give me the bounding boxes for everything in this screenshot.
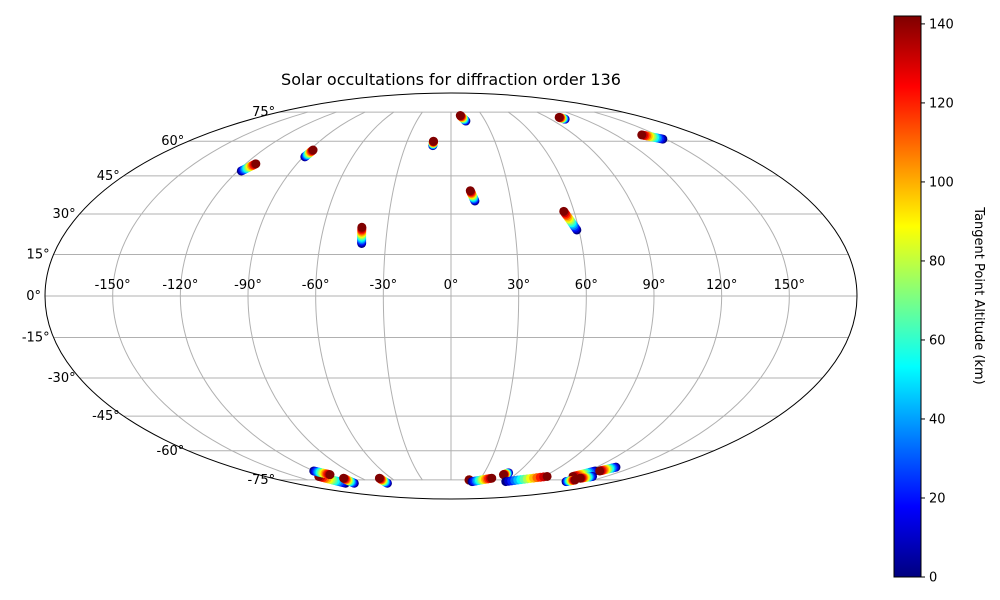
longitude-tick-label: -150° xyxy=(95,278,131,293)
occultation-point xyxy=(498,470,508,480)
latitude-tick-label: -75° xyxy=(247,473,275,488)
graticule xyxy=(45,111,857,481)
latitude-tick-label: -30° xyxy=(48,371,76,386)
occultation-point xyxy=(325,470,335,480)
longitude-tick-label: 150° xyxy=(774,278,805,293)
longitude-gridline xyxy=(247,111,366,481)
occultation-point xyxy=(595,466,605,476)
occultation-point xyxy=(308,145,318,155)
longitude-gridline xyxy=(507,111,587,481)
longitude-tick-label: -120° xyxy=(162,278,198,293)
colorbar-tick-label: 120 xyxy=(929,96,954,111)
occultation-point xyxy=(465,186,475,196)
longitude-gridline xyxy=(594,111,790,481)
occultation-point xyxy=(339,473,349,483)
occultation-point xyxy=(575,473,585,483)
longitude-tick-label: 0° xyxy=(444,278,459,293)
occultation-point xyxy=(428,136,438,146)
longitude-tick-label: 60° xyxy=(575,278,598,293)
longitude-gridline xyxy=(565,111,723,481)
latitude-tick-label: 30° xyxy=(53,207,76,222)
longitude-gridline xyxy=(536,111,655,481)
occultation-points xyxy=(236,111,668,488)
colorbar-tick-label: 80 xyxy=(929,254,946,269)
colorbar xyxy=(893,15,922,578)
longitude-gridline xyxy=(382,111,423,481)
longitude-gridline xyxy=(315,111,395,481)
longitude-tick-label: 90° xyxy=(642,278,665,293)
latitude-tick-label: 75° xyxy=(252,105,275,120)
longitude-tick-label: -30° xyxy=(369,278,397,293)
longitude-tick-labels: -150° -120° -90° -60° -30° 0° 30° 60° 90° 120° 150… xyxy=(95,278,805,293)
longitude-gridline xyxy=(112,111,308,481)
longitude-gridline xyxy=(479,111,520,481)
longitude-tick-label: -90° xyxy=(234,278,262,293)
colorbar-tick-label: 40 xyxy=(929,412,946,427)
longitude-tick-label: -60° xyxy=(302,278,330,293)
occultation-point xyxy=(542,471,552,481)
colorbar-tick-label: 140 xyxy=(929,17,954,32)
colorbar-tick-label: 100 xyxy=(929,175,954,190)
occultation-point xyxy=(374,473,384,483)
map-boundary xyxy=(44,92,858,500)
longitude-tick-label: 30° xyxy=(507,278,530,293)
colorbar-tick-label: 0 xyxy=(929,571,937,586)
latitude-tick-label: -60° xyxy=(157,444,185,459)
occultation-point xyxy=(554,112,564,122)
colorbar-ticks: 0 20 40 60 80 100 120 140 xyxy=(921,17,954,586)
latitude-tick-labels: 75° 60° 45° 30° 15° 0° -15° -30° -45° -60° -75° xyxy=(22,105,275,488)
latitude-tick-label: -45° xyxy=(92,409,120,424)
occultation-point xyxy=(357,222,367,232)
occultation-point xyxy=(487,473,497,483)
occultation-point xyxy=(559,206,569,216)
longitude-tick-label: 120° xyxy=(706,278,737,293)
colorbar-tick-label: 60 xyxy=(929,333,946,348)
chart-title: Solar occultations for diffraction order… xyxy=(281,70,621,89)
occultation-point xyxy=(637,130,647,140)
latitude-tick-label: 15° xyxy=(27,247,50,262)
occultation-point xyxy=(251,159,261,169)
latitude-tick-label: 60° xyxy=(161,134,184,149)
occultation-point xyxy=(455,111,465,121)
latitude-tick-label: 45° xyxy=(97,169,120,184)
colorbar-label: Tangent Point Altitude (km) xyxy=(971,206,986,384)
latitude-tick-label: -15° xyxy=(22,331,50,346)
longitude-gridline xyxy=(179,111,337,481)
colorbar-tick-label: 20 xyxy=(929,491,946,506)
latitude-tick-label: 0° xyxy=(26,289,41,304)
